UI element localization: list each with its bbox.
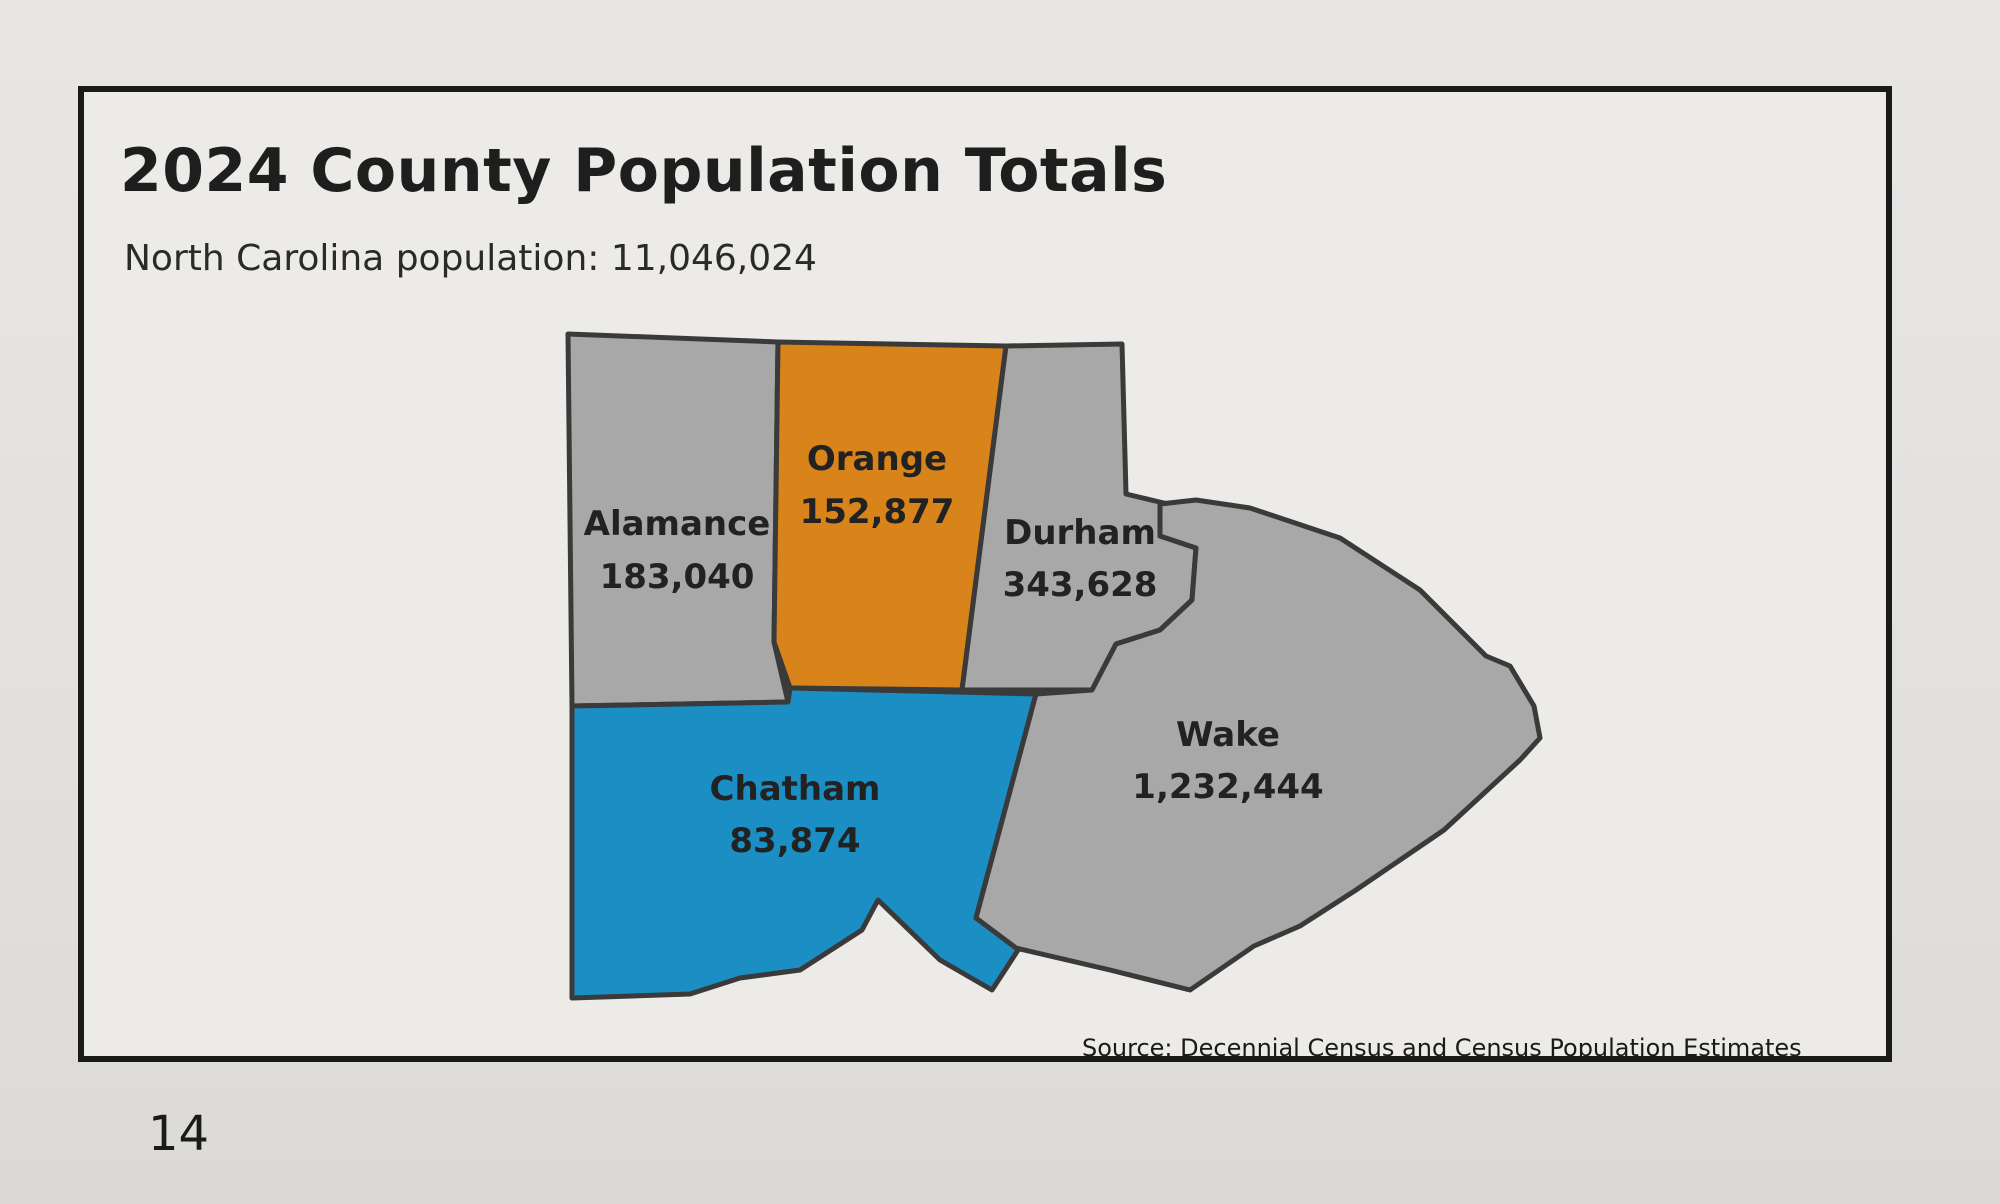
county-chatham (569, 685, 1039, 1001)
source-note: Source: Decennial Census and Census Popu… (1082, 1034, 1802, 1062)
county-name-chatham: Chatham (710, 769, 881, 809)
state-population-subtitle: North Carolina population: 11,046,024 (124, 238, 817, 279)
county-population-orange: 152,877 (800, 492, 955, 532)
slide-title: 2024 County Population Totals (120, 136, 1168, 206)
county-name-alamance: Alamance (584, 504, 771, 544)
county-population-durham: 343,628 (1003, 565, 1158, 605)
county-population-chatham: 83,874 (729, 821, 860, 861)
county-name-orange: Orange (807, 439, 947, 479)
county-wake (973, 497, 1543, 993)
county-population-alamance: 183,040 (600, 557, 755, 597)
page-number: 14 (148, 1106, 210, 1162)
county-name-wake: Wake (1176, 715, 1280, 755)
county-name-durham: Durham (1004, 513, 1156, 553)
county-alamance (565, 331, 791, 709)
county-population-wake: 1,232,444 (1132, 767, 1323, 807)
